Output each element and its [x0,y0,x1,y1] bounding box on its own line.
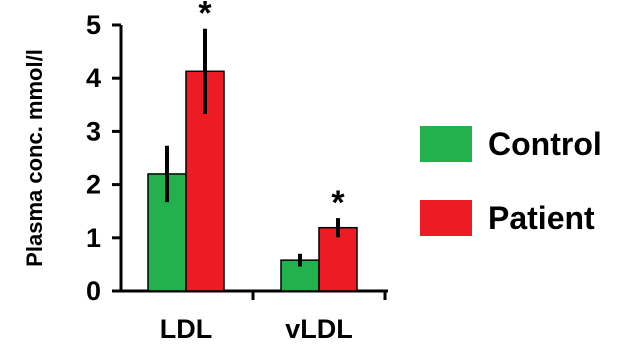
labels: 0 1 2 3 4 5 Plasma conc. mmol/l * LDL * vLDL [22,0,353,344]
significance-star: * [198,0,212,33]
y-tick-label: 0 [86,276,101,306]
bars [147,28,358,292]
x-category-label: vLDL [285,314,353,344]
legend-label-patient: Patient [488,199,595,236]
legend: Control Patient [420,122,602,270]
y-tick-label: 4 [86,63,101,93]
y-tick-label: 5 [86,10,101,40]
legend-swatch-control [420,126,472,162]
y-tick-label: 2 [86,170,101,200]
x-category-label: LDL [160,314,212,344]
bar-patient-vldl [318,226,358,292]
legend-item-control: Control [420,122,602,166]
y-tick-label: 1 [86,223,101,253]
legend-swatch-patient [420,200,472,236]
legend-item-patient: Patient [420,196,602,240]
legend-label-control: Control [488,125,602,162]
y-tick-label: 3 [86,116,101,146]
y-axis-title: Plasma conc. mmol/l [22,49,47,267]
significance-star: * [331,184,345,222]
